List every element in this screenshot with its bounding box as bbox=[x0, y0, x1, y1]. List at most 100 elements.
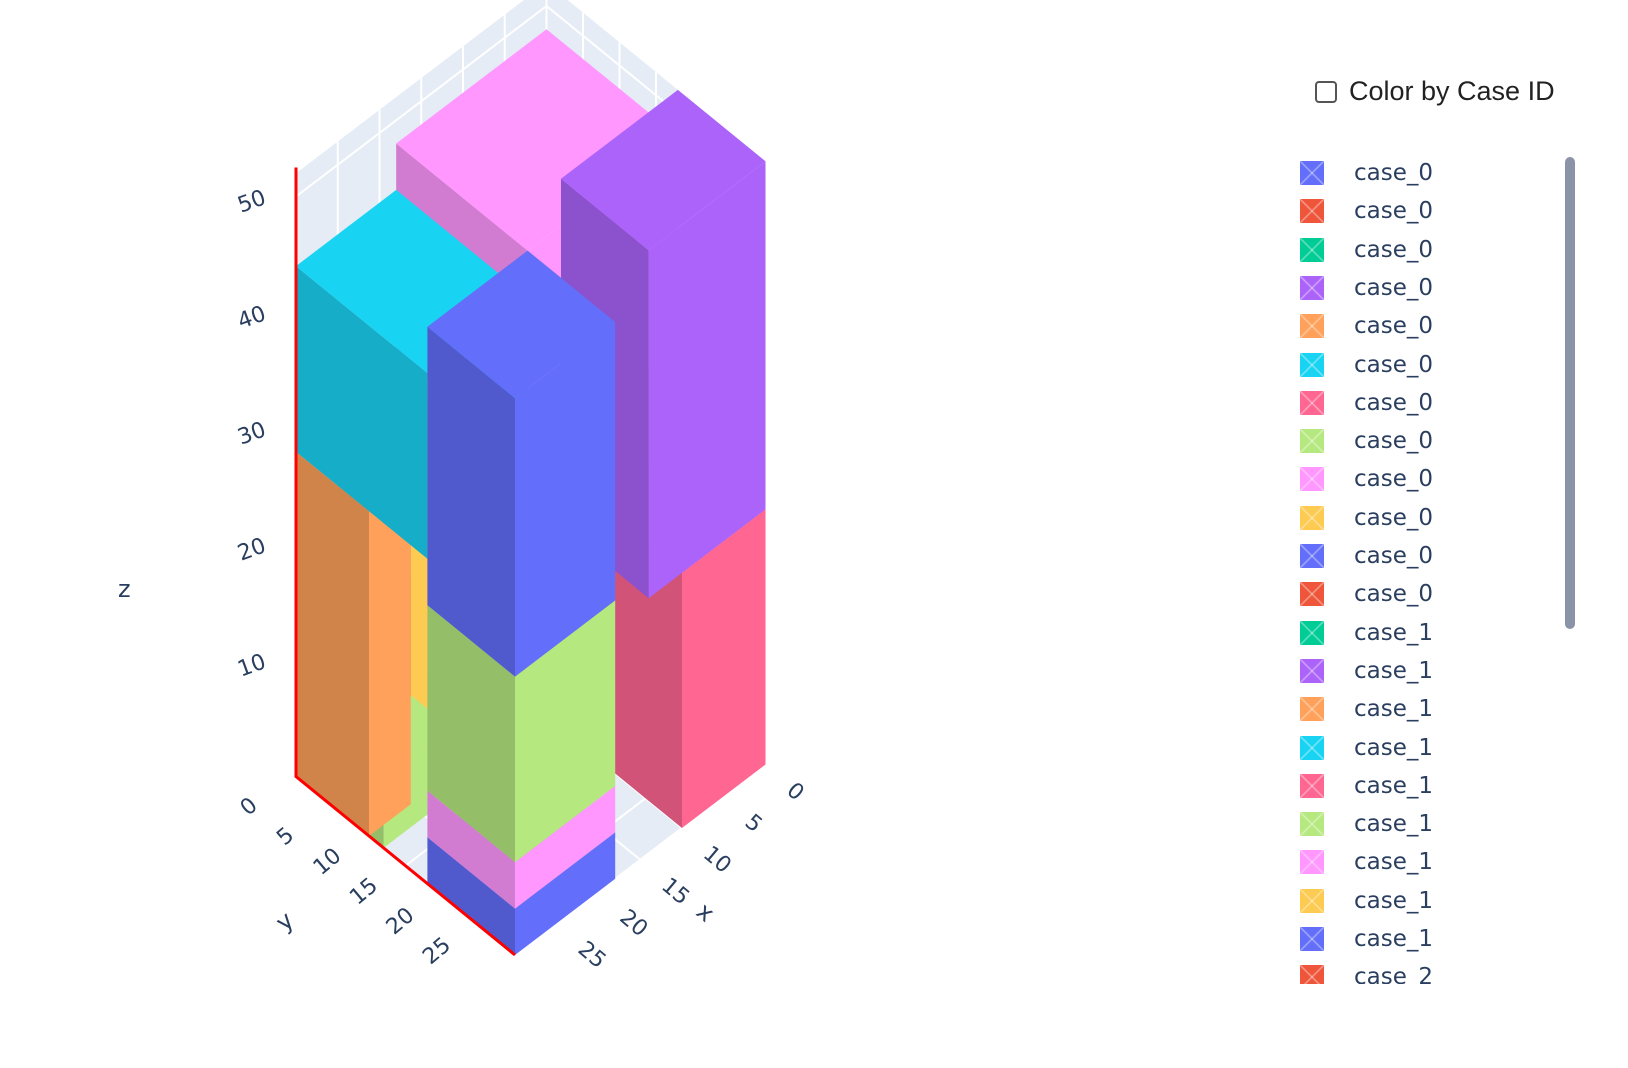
legend-label: case_0 bbox=[1354, 389, 1434, 416]
legend-label: case_0 bbox=[1354, 581, 1434, 608]
x-tick-label: 25 bbox=[573, 937, 611, 974]
legend-item[interactable]: case_0 bbox=[1300, 269, 1433, 307]
legend-item[interactable]: case_1 bbox=[1300, 652, 1433, 690]
grid-line bbox=[295, 5, 548, 198]
box-front-face bbox=[515, 322, 616, 677]
legend-item[interactable]: case_0 bbox=[1300, 231, 1433, 269]
legend-label: case_0 bbox=[1354, 236, 1434, 263]
box-left-face bbox=[427, 837, 515, 955]
y-tick-label: 10 bbox=[309, 843, 347, 880]
legend-swatch bbox=[1300, 314, 1324, 339]
legend-swatch bbox=[1300, 390, 1324, 415]
x-tick-label: 5 bbox=[740, 810, 767, 838]
y-tick-label: 15 bbox=[345, 873, 383, 910]
legend-swatch bbox=[1300, 199, 1324, 224]
legend-swatch bbox=[1300, 161, 1324, 185]
z-tick-label: 10 bbox=[235, 649, 270, 682]
legend-label: case_0 bbox=[1354, 504, 1434, 531]
legend-item[interactable]: case_0 bbox=[1300, 460, 1433, 498]
legend-swatch bbox=[1300, 275, 1324, 300]
legend-label: case_1 bbox=[1354, 849, 1434, 876]
boxes-group bbox=[296, 29, 766, 955]
legend-swatch bbox=[1300, 888, 1324, 913]
container-outline bbox=[294, 167, 516, 957]
legend-scrollbar[interactable] bbox=[1565, 157, 1575, 629]
box-front-face bbox=[648, 161, 766, 599]
legend-item[interactable]: case_0 bbox=[1300, 384, 1433, 422]
y-tick-label: 20 bbox=[382, 903, 420, 940]
box-front-face bbox=[515, 832, 616, 955]
legend-item[interactable]: case_1 bbox=[1300, 843, 1433, 881]
x-tick-label: 15 bbox=[656, 873, 694, 910]
legend[interactable]: case_0 case_0 case_0 case_0 case_0 case_0 case… bbox=[1300, 154, 1590, 984]
y-axis-title: y bbox=[270, 906, 299, 937]
legend-item[interactable]: case_1 bbox=[1300, 729, 1433, 767]
legend-item[interactable]: case_0 bbox=[1300, 499, 1433, 537]
legend-item[interactable]: case_0 bbox=[1300, 346, 1433, 384]
legend-item[interactable]: case_0 bbox=[1300, 422, 1433, 460]
y-tick-label: 25 bbox=[418, 933, 456, 970]
legend-label: case_1 bbox=[1354, 734, 1434, 761]
legend-item[interactable]: case_1 bbox=[1300, 920, 1433, 958]
legend-label: case_1 bbox=[1354, 619, 1434, 646]
legend-swatch bbox=[1300, 735, 1324, 760]
legend-swatch bbox=[1300, 850, 1324, 875]
z-tick-label: 30 bbox=[235, 417, 270, 450]
legend-label: case_0 bbox=[1354, 351, 1434, 378]
z-axis-title: z bbox=[118, 575, 131, 603]
legend-swatch bbox=[1300, 352, 1324, 377]
legend-item[interactable]: case_0 bbox=[1300, 154, 1433, 192]
legend-item[interactable]: case_1 bbox=[1300, 882, 1433, 920]
overlays bbox=[294, 167, 516, 957]
box-front-face bbox=[515, 600, 616, 863]
legend-swatch bbox=[1300, 658, 1324, 683]
legend-label: case_0 bbox=[1354, 313, 1434, 340]
legend-label: case_0 bbox=[1354, 428, 1434, 455]
box-left-face bbox=[427, 605, 515, 863]
box-front-face bbox=[369, 479, 411, 836]
legend-item[interactable]: case_1 bbox=[1300, 767, 1433, 805]
x-tick-label: 20 bbox=[615, 905, 653, 942]
legend-label: case_2 bbox=[1354, 964, 1434, 984]
legend-label: case_1 bbox=[1354, 657, 1434, 684]
box-left-face bbox=[296, 451, 369, 836]
legend-swatch bbox=[1300, 965, 1324, 984]
legend-label: case_1 bbox=[1354, 696, 1434, 723]
legend-swatch bbox=[1300, 927, 1324, 951]
legend-swatch bbox=[1300, 620, 1324, 645]
legend-label: case_1 bbox=[1354, 772, 1434, 799]
box-front-face bbox=[515, 786, 616, 909]
legend-label: case_0 bbox=[1354, 466, 1434, 493]
legend-item[interactable]: case_1 bbox=[1300, 690, 1433, 728]
box-top-face bbox=[427, 250, 616, 399]
legend-item[interactable]: case_0 bbox=[1300, 537, 1433, 575]
legend-item[interactable]: case_0 bbox=[1300, 575, 1433, 613]
legend-label: case_0 bbox=[1354, 160, 1434, 186]
legend-swatch bbox=[1300, 237, 1324, 262]
z-tick-label: 20 bbox=[235, 533, 270, 566]
packed-box bbox=[427, 250, 616, 677]
legend-label: case_1 bbox=[1354, 926, 1434, 952]
legend-swatch bbox=[1300, 429, 1324, 454]
legend-label: case_1 bbox=[1354, 887, 1434, 914]
box-top-face bbox=[561, 89, 766, 251]
color-by-case-checkbox[interactable] bbox=[1315, 80, 1337, 103]
color-by-case-toggle[interactable]: Color by Case ID bbox=[1315, 76, 1555, 107]
legend-item[interactable]: case_1 bbox=[1300, 614, 1433, 652]
legend-swatch bbox=[1300, 773, 1324, 798]
x-tick-label: 0 bbox=[782, 778, 809, 806]
box-left-face bbox=[296, 266, 428, 559]
legend-item[interactable]: case_2 bbox=[1300, 958, 1433, 984]
legend-item[interactable]: case_0 bbox=[1300, 307, 1433, 345]
legend-swatch bbox=[1300, 697, 1324, 722]
legend-item[interactable]: case_1 bbox=[1300, 805, 1433, 843]
legend-item[interactable]: case_0 bbox=[1300, 192, 1433, 230]
box-left-face bbox=[427, 790, 515, 909]
z-tick-label: 40 bbox=[235, 301, 270, 334]
legend-swatch bbox=[1300, 812, 1324, 837]
legend-label: case_1 bbox=[1354, 811, 1434, 838]
legend-swatch bbox=[1300, 467, 1324, 492]
box-front-face bbox=[682, 509, 766, 828]
x-axis-title: x bbox=[691, 897, 720, 928]
